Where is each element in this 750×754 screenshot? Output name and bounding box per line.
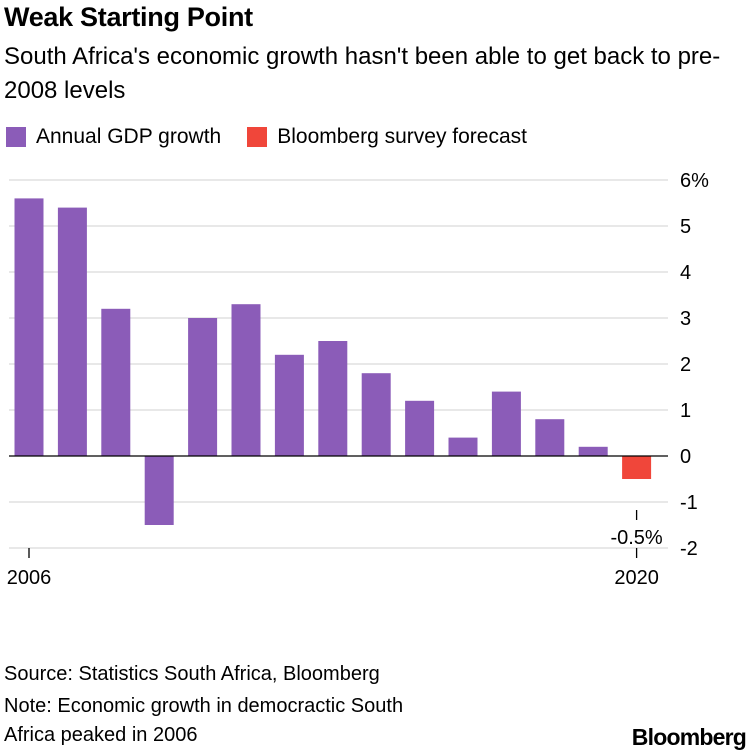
y-tick-label: 0 bbox=[680, 446, 691, 468]
source-note: Source: Statistics South Africa, Bloombe… bbox=[4, 663, 380, 685]
gdp-bar bbox=[448, 437, 478, 456]
gdp-bar bbox=[101, 308, 131, 456]
gdp-bar bbox=[14, 198, 44, 456]
y-tick-label: 5 bbox=[680, 216, 691, 238]
x-tick-label: 2020 bbox=[614, 567, 659, 589]
gdp-bar bbox=[274, 354, 304, 456]
legend-label-gdp: Annual GDP growth bbox=[36, 125, 222, 148]
gdp-bar bbox=[144, 456, 174, 525]
legend-item-gdp: Annual GDP growth bbox=[6, 125, 221, 149]
y-tick-label: -2 bbox=[680, 538, 698, 560]
gdp-bar bbox=[578, 446, 608, 456]
gdp-bar bbox=[231, 304, 261, 456]
bloomberg-logo: Bloomberg bbox=[631, 724, 747, 750]
legend: Annual GDP growth Bloomberg survey forec… bbox=[6, 125, 553, 149]
gdp-bar bbox=[361, 373, 391, 456]
legend-label-forecast: Bloomberg survey forecast bbox=[277, 125, 527, 148]
gdp-bar bbox=[535, 419, 565, 456]
chart-subtitle: South Africa's economic growth hasn't be… bbox=[4, 43, 721, 104]
gdp-bar bbox=[318, 341, 348, 456]
y-tick-label: 2 bbox=[680, 354, 691, 376]
legend-item-forecast: Bloomberg survey forecast bbox=[247, 125, 527, 149]
gdp-bar bbox=[491, 391, 521, 456]
gdp-bar bbox=[188, 318, 218, 456]
y-tick-label: 3 bbox=[680, 308, 691, 330]
gdp-bar bbox=[405, 400, 435, 456]
y-tick-label: -1 bbox=[680, 492, 698, 514]
gdp-bar bbox=[57, 207, 87, 456]
annotation-label: -0.5% bbox=[610, 527, 662, 549]
bar-chart: 6% 5 4 3 2 1 0 -1 -2 -0.5% 2006 2020 bbox=[7, 170, 709, 589]
note-line-1: Note: Economic growth in democractic Sou… bbox=[4, 695, 404, 717]
chart-title: Weak Starting Point bbox=[4, 2, 253, 32]
y-tick-label: 6% bbox=[680, 170, 709, 192]
note-line-2: Africa peaked in 2006 bbox=[4, 724, 198, 746]
y-tick-label: 1 bbox=[680, 400, 691, 422]
y-tick-label: 4 bbox=[680, 262, 691, 284]
x-tick-label: 2006 bbox=[7, 567, 52, 589]
forecast-bar bbox=[622, 456, 652, 479]
legend-swatch-forecast bbox=[247, 127, 268, 147]
legend-swatch-gdp bbox=[6, 127, 26, 147]
